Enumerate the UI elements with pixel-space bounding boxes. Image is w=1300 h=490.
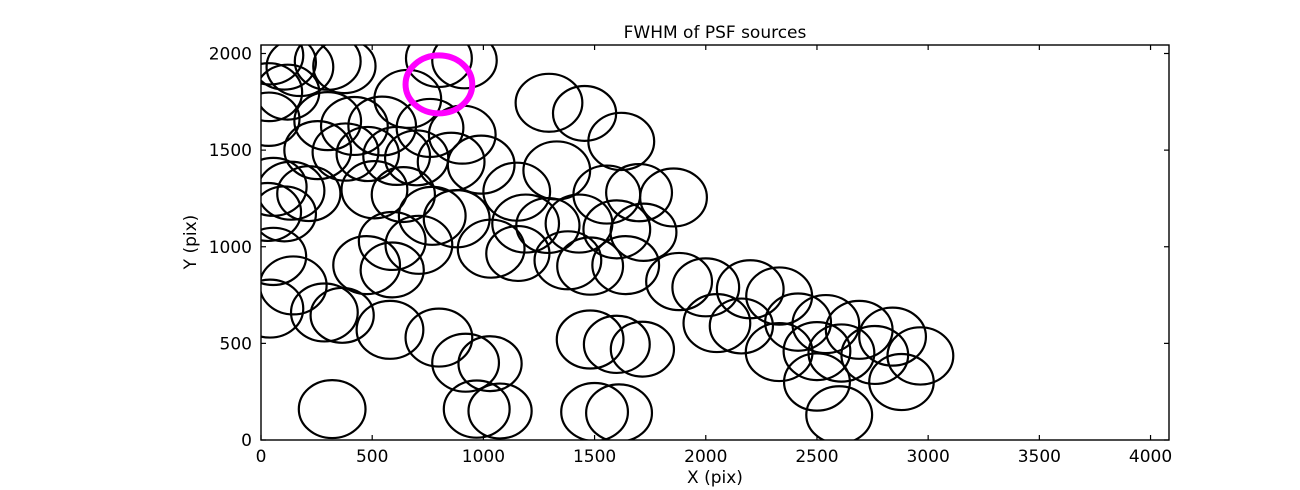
psf-source-circle[interactable] xyxy=(556,236,625,296)
psf-source-circle[interactable] xyxy=(587,111,656,172)
psf-source-circle[interactable] xyxy=(332,235,402,296)
psf-source-circle[interactable] xyxy=(582,199,652,260)
psf-source-circle[interactable] xyxy=(605,162,674,223)
axes-frame xyxy=(260,44,1170,441)
psf-source-circle[interactable] xyxy=(234,181,303,243)
psf-source-circle[interactable] xyxy=(671,257,741,318)
psf-source-circle[interactable] xyxy=(585,383,654,441)
x-axis-label: X (pix) xyxy=(687,468,743,488)
psf-source-circle[interactable] xyxy=(253,35,318,91)
psf-source-circle[interactable] xyxy=(491,193,561,254)
psf-source-circle[interactable] xyxy=(485,224,551,283)
psf-source-circle[interactable] xyxy=(258,160,326,221)
psf-source-circle[interactable] xyxy=(782,321,852,382)
psf-source-circle[interactable] xyxy=(782,352,851,412)
psf-source-circle[interactable] xyxy=(858,306,928,367)
psf-source-circle[interactable] xyxy=(467,382,533,440)
series-selected-source xyxy=(402,52,476,117)
psf-source-circle[interactable] xyxy=(283,120,353,181)
psf-source-circle[interactable] xyxy=(235,62,304,123)
chart-title: FWHM of PSF sources xyxy=(624,23,807,43)
x-tick-label: 4000 xyxy=(1129,447,1172,467)
x-tick-label: 3500 xyxy=(1018,447,1061,467)
x-tick-label: 0 xyxy=(256,447,267,467)
psf-source-circle[interactable] xyxy=(237,278,305,339)
psf-source-circle[interactable] xyxy=(791,293,861,355)
psf-source-circle[interactable] xyxy=(397,185,467,246)
x-tick-label: 2000 xyxy=(684,447,727,467)
psf-source-circle[interactable] xyxy=(868,352,935,412)
psf-source-circle[interactable] xyxy=(384,214,454,275)
psf-source-circle[interactable] xyxy=(807,323,876,383)
selected-source-circle[interactable] xyxy=(402,52,476,117)
psf-source-circle[interactable] xyxy=(362,125,432,187)
psf-source-circle[interactable] xyxy=(555,309,625,370)
psf-source-circle[interactable] xyxy=(533,230,603,291)
psf-source-circle[interactable] xyxy=(237,26,305,86)
data-markers-layer xyxy=(234,26,955,443)
psf-source-circle[interactable] xyxy=(238,91,301,147)
psf-source-circle[interactable] xyxy=(260,255,328,316)
psf-source-circle[interactable] xyxy=(431,332,501,393)
psf-source-circle[interactable] xyxy=(359,241,425,299)
psf-source-circle[interactable] xyxy=(355,299,425,360)
psf-source-circle[interactable] xyxy=(297,378,367,440)
psf-source-circle[interactable] xyxy=(289,282,359,343)
psf-source-circle[interactable] xyxy=(639,167,708,228)
x-tick-label: 1500 xyxy=(573,447,616,467)
psf-source-circle[interactable] xyxy=(456,218,526,279)
psf-source-circle[interactable] xyxy=(312,39,377,95)
psf-source-circle[interactable] xyxy=(293,91,363,152)
psf-source-circle[interactable] xyxy=(682,292,752,354)
psf-source-circle[interactable] xyxy=(253,185,318,243)
y-axis-ticks: 0 500 1000 1500 2000 xyxy=(209,45,1169,451)
psf-source-circle[interactable] xyxy=(431,32,498,90)
psf-source-circle[interactable] xyxy=(311,122,380,182)
psf-source-circle[interactable] xyxy=(708,297,775,355)
psf-source-circle[interactable] xyxy=(240,226,308,287)
y-axis-label: Y (pix) xyxy=(181,215,201,271)
psf-source-circle[interactable] xyxy=(357,210,427,272)
y-tick-label: 1500 xyxy=(209,141,252,161)
psf-source-circle[interactable] xyxy=(265,38,335,98)
psf-source-circle[interactable] xyxy=(446,134,516,195)
x-tick-label: 1000 xyxy=(462,447,505,467)
x-tick-label: 3000 xyxy=(907,447,950,467)
psf-source-circle[interactable] xyxy=(340,160,409,220)
psf-source-circle[interactable] xyxy=(591,235,661,296)
x-axis-ticks: 0 500 1000 1500 2000 2500 3000 3500 4000 xyxy=(256,45,1172,467)
psf-source-circle[interactable] xyxy=(805,385,874,443)
psf-source-circle[interactable] xyxy=(276,165,342,223)
psf-source-circle[interactable] xyxy=(582,314,651,375)
psf-source-circle[interactable] xyxy=(560,381,630,441)
x-tick-label: 2500 xyxy=(795,447,838,467)
psf-source-circle[interactable] xyxy=(609,202,678,262)
psf-source-circle[interactable] xyxy=(514,72,584,133)
psf-source-circle[interactable] xyxy=(404,307,474,368)
psf-source-circle[interactable] xyxy=(744,321,814,383)
psf-source-circle[interactable] xyxy=(645,251,714,312)
psf-source-circle[interactable] xyxy=(309,286,375,344)
x-tick-label: 500 xyxy=(356,447,388,467)
psf-source-circle[interactable] xyxy=(319,95,389,157)
y-tick-label: 500 xyxy=(220,334,252,354)
series-psf-sources xyxy=(234,26,955,443)
psf-source-circle[interactable] xyxy=(457,335,523,393)
psf-source-circle[interactable] xyxy=(335,125,400,183)
y-tick-label: 1000 xyxy=(209,238,252,258)
psf-source-circle[interactable] xyxy=(347,95,418,157)
psf-source-circle[interactable] xyxy=(442,379,511,439)
psf-source-circle[interactable] xyxy=(764,292,833,352)
psf-source-circle[interactable] xyxy=(370,166,437,224)
y-tick-label: 2000 xyxy=(209,45,252,65)
psf-source-circle[interactable] xyxy=(609,320,676,378)
y-tick-label: 0 xyxy=(241,431,252,451)
